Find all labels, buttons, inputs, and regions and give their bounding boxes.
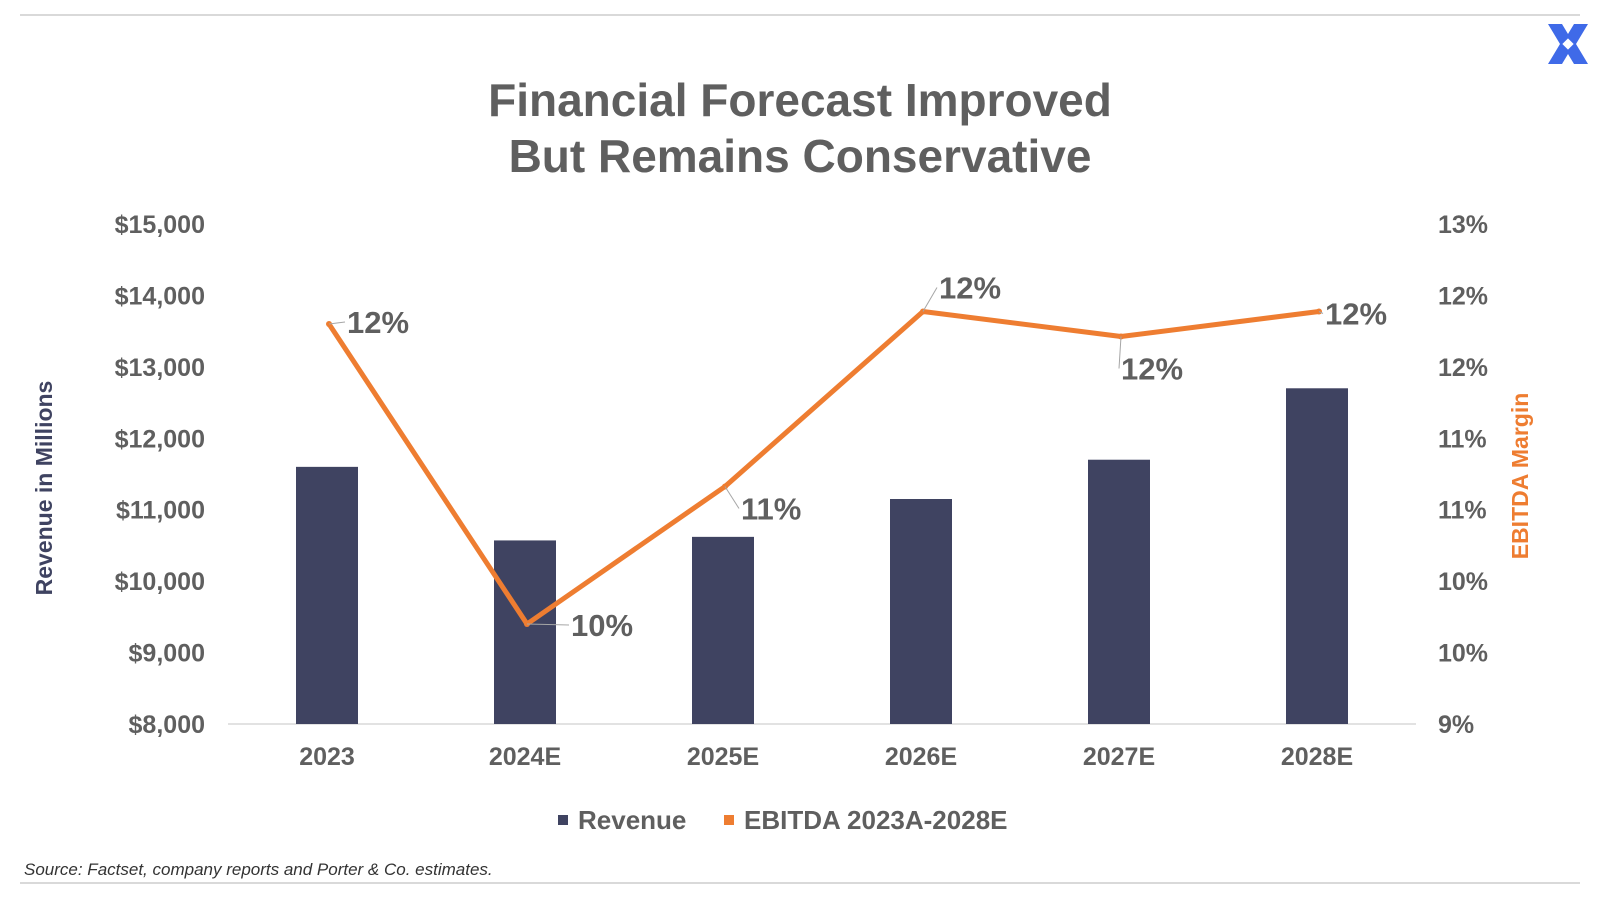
bottom-divider [20,882,1580,884]
y-right-tick-label: 10% [1438,640,1488,668]
legend-swatch-ebitda [724,815,734,825]
x-tick-label: 2026E [885,743,957,771]
x-tick-label: 2028E [1281,743,1353,771]
y-right-tick-label: 11% [1438,497,1487,525]
x-logo-icon [1548,24,1588,64]
x-tick-label: 2024E [489,743,561,771]
y-right-tick-label: 9% [1438,711,1474,739]
ebitda-data-label: 12% [939,271,1001,306]
y-left-axis-title: Revenue in Millions [31,381,57,596]
ebitda-line [326,309,1322,627]
y-right-tick-label: 10% [1438,568,1488,596]
x-tick-label: 2027E [1083,743,1155,771]
legend: Revenue EBITDA 2023A-2028E [558,805,1008,835]
title-line-1: Financial Forecast Improved [488,74,1112,126]
revenue-bar [494,540,556,724]
ebitda-data-label: 12% [1121,352,1183,387]
y-left-tick-label: $10,000 [115,568,205,596]
y-left-tick-label: $12,000 [115,425,205,453]
legend-label-revenue: Revenue [578,805,686,835]
y-right-axis-title: EBITDA Margin [1507,393,1533,560]
data-label-leader [1118,336,1122,369]
y-left-tick-label: $8,000 [129,711,205,739]
data-label-leader [724,486,740,509]
data-label-leader [328,321,346,325]
x-tick-label: 2025E [687,743,759,771]
title-line-2: But Remains Conservative [508,130,1092,182]
ebitda-data-label: 12% [347,305,409,340]
chart-title: Financial Forecast Improved But Remains … [0,72,1600,184]
revenue-bar [1088,459,1150,724]
legend-label-ebitda: EBITDA 2023A-2028E [744,805,1008,835]
ebitda-data-label: 12% [1325,297,1387,332]
y-right-tick-label: 12% [1438,354,1488,382]
data-label-leader [922,287,938,312]
y-right-tick-label: 11% [1438,425,1487,453]
revenue-bar [692,536,754,724]
y-right-tick-label: 12% [1438,282,1488,310]
data-label-leader [526,623,570,626]
y-right-tick-label: 13% [1438,211,1488,239]
top-divider [20,14,1580,16]
ebitda-data-label: 11% [741,492,801,527]
legend-swatch-revenue [558,815,568,825]
revenue-bar [296,466,358,724]
y-left-tick-label: $15,000 [115,211,205,239]
y-left-tick-label: $9,000 [129,640,205,668]
ebitda-data-label: 10% [571,608,633,643]
revenue-bar [1286,388,1348,724]
y-left-tick-label: $11,000 [116,497,205,525]
revenue-bar [890,499,952,724]
data-label-leader [1318,311,1324,314]
y-left-tick-label: $13,000 [115,354,205,382]
source-note: Source: Factset, company reports and Por… [24,860,493,879]
x-tick-label: 2023 [299,743,355,771]
y-left-tick-label: $14,000 [115,282,205,310]
